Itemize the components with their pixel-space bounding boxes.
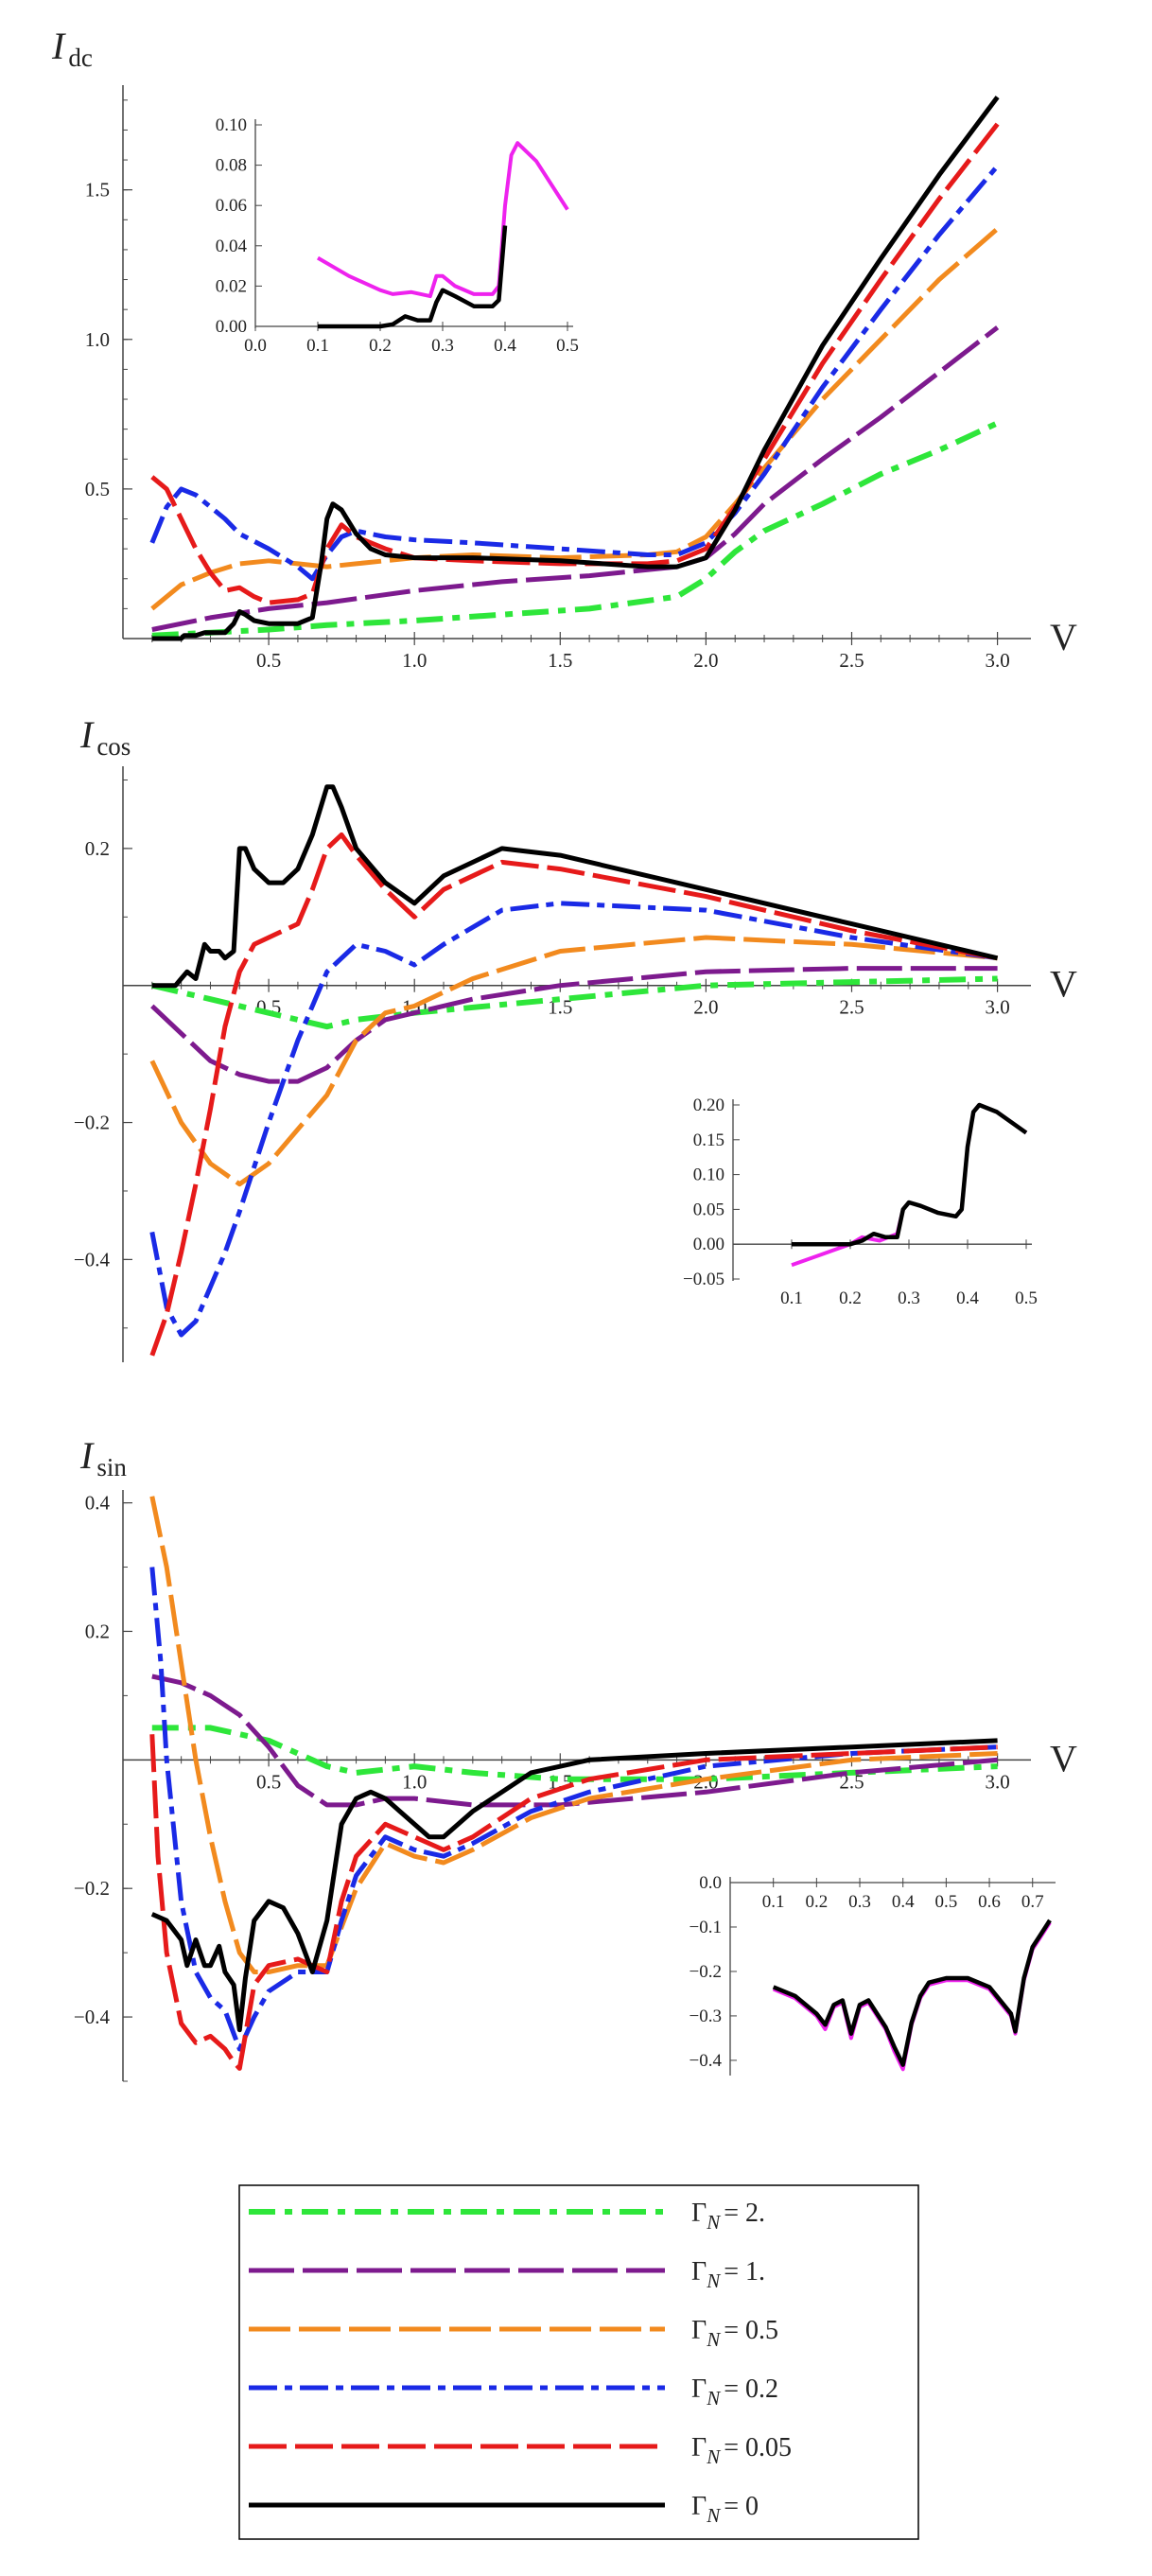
inset-x-tick-label: 0.7 (1021, 1892, 1044, 1912)
inset-x-tick-label: 0.2 (805, 1892, 828, 1912)
inset-x-tick-label: 0.1 (780, 1288, 803, 1308)
x-axis-title: V (1050, 963, 1077, 1006)
x-tick-label: 2.0 (693, 996, 718, 1019)
series-line-g0 (151, 96, 1000, 641)
y-tick-label: −0.4 (74, 1248, 111, 1270)
inset-x-tick-label: 0.5 (935, 1892, 958, 1912)
x-tick-label: 3.0 (985, 1770, 1009, 1793)
inset-x-tick-label: 0.5 (1015, 1288, 1038, 1308)
inset-x-tick-label: 0.3 (431, 336, 454, 356)
inset-y-tick-label: 0.15 (693, 1130, 724, 1150)
inset-y-tick-label: −0.2 (689, 1962, 722, 1982)
inset-x-tick-label: 0.3 (898, 1288, 920, 1308)
inset-series-inset (772, 1921, 1052, 2072)
y-tick-label: 0.4 (85, 1492, 111, 1515)
x-tick-label: 1.0 (402, 649, 427, 672)
x-tick-label: 1.5 (548, 649, 572, 672)
inset-x-tick-label: 0.2 (839, 1288, 862, 1308)
series-line-g0 (151, 784, 999, 989)
x-tick-label: 2.5 (839, 649, 864, 672)
inset-y-tick-label: −0.05 (683, 1270, 724, 1289)
inset-y-tick-label: 0.00 (216, 317, 247, 337)
inset-y-tick-label: 0.10 (693, 1165, 724, 1185)
inset-y-tick-label: −0.4 (689, 2051, 723, 2071)
inset-x-tick-label: 0.6 (978, 1892, 1001, 1912)
x-tick-label: 1.5 (548, 996, 572, 1019)
series-line-g005 (149, 832, 999, 1357)
inset-x-tick-label: 0.2 (369, 336, 392, 356)
inset-y-tick-label: 0.02 (216, 276, 247, 296)
y-tick-label: 1.5 (85, 179, 110, 202)
inset-y-tick-label: 0.00 (693, 1235, 724, 1254)
inset-series-g0 (318, 225, 508, 329)
legend-box (238, 2184, 919, 2540)
legend-label: ΓN = 0.2 (691, 2374, 778, 2410)
panel-isin: 0.5 1.0 1.5 2.0 2.5 3.0−0.4−0.20.20.4I sinV0.1… (74, 1434, 1077, 2082)
series-line-g05 (149, 935, 998, 1187)
series-line-g02 (149, 901, 998, 1338)
inset-x-tick-label: 0.1 (306, 336, 329, 356)
inset-plot: 0.1 0.2 0.3 0.4 0.5 −0.05 0.00 0.05 0.10 0.15 0.20 (683, 1095, 1038, 1308)
y-tick-label: −0.4 (74, 2006, 111, 2028)
inset-y-tick-label: 0.20 (693, 1095, 724, 1115)
inset-x-tick-label: 0.4 (892, 1892, 915, 1912)
inset-series-inset (316, 141, 569, 299)
inset-y-tick-label: 0.06 (216, 196, 247, 216)
series-line-g02 (149, 164, 1000, 582)
x-axis-title: V (1050, 616, 1077, 658)
y-tick-label: −0.2 (74, 1112, 110, 1134)
inset-x-tick-label: 0.3 (848, 1892, 871, 1912)
inset-y-tick-label: 0.10 (216, 115, 247, 135)
inset-plot: 0.1 0.2 0.3 0.4 0.5 0.6 0.7 0.0 −0.1 −0.2 −0.3 −0.4 (689, 1873, 1056, 2076)
inset-x-tick-label: 0.0 (244, 336, 267, 356)
y-tick-label: 0.2 (85, 837, 110, 860)
inset-y-tick-label: 0.0 (699, 1873, 722, 1893)
inset-y-tick-label: −0.3 (689, 2006, 722, 2026)
x-tick-label: 0.5 (256, 1770, 281, 1793)
inset-series-g0 (792, 1102, 1028, 1247)
legend-label: ΓN = 0 (691, 2492, 759, 2527)
legend-label: ΓN = 2. (691, 2199, 765, 2234)
y-tick-label: 0.2 (85, 1620, 110, 1642)
x-tick-label: 3.0 (985, 996, 1009, 1019)
x-tick-label: 2.5 (839, 996, 864, 1019)
series-line-g005 (150, 122, 1000, 605)
series-line-g05 (150, 226, 1000, 611)
series-line-g02 (149, 1567, 998, 2052)
inset-y-tick-label: 0.04 (216, 237, 248, 256)
inset-plot: 0.0 0.1 0.2 0.3 0.4 0.5 0.00 0.02 0.04 0.06 0.08 0.… (216, 115, 579, 356)
panel-idc: 0.5 1.0 1.5 2.0 2.5 3.0 0.5 1.0 1.5 I dc V 0.0 0.1 0.2… (51, 25, 1077, 672)
inset-y-tick-label: 0.05 (693, 1200, 724, 1219)
series-line-g2 (151, 975, 998, 1030)
legend-label: ΓN = 1. (691, 2257, 765, 2292)
series-line-g2 (151, 420, 999, 639)
x-tick-label: 2.0 (693, 649, 718, 672)
inset-series-g0 (772, 1919, 1052, 2067)
inset-x-tick-label: 0.4 (494, 336, 516, 356)
inset-y-tick-label: 0.08 (216, 156, 247, 176)
x-tick-label: 1.0 (402, 1770, 427, 1793)
y-tick-label: 1.0 (85, 328, 110, 351)
inset-x-tick-label: 0.1 (762, 1892, 785, 1912)
x-axis-title: V (1050, 1737, 1077, 1779)
series-line-g0 (150, 1738, 998, 2033)
x-tick-label: 0.5 (256, 649, 281, 672)
legend-label: ΓN = 0.5 (691, 2316, 778, 2351)
inset-x-tick-label: 0.5 (556, 336, 579, 356)
series-line-g1 (151, 1674, 998, 1808)
inset-x-tick-label: 0.4 (956, 1288, 979, 1308)
y-tick-label: −0.2 (74, 1877, 110, 1900)
inset-y-tick-label: −0.1 (689, 1918, 722, 1937)
y-tick-label: 0.5 (85, 478, 110, 500)
x-tick-label: 3.0 (985, 649, 1009, 672)
